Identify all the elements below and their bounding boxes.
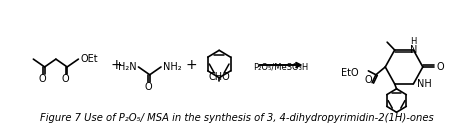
Text: OEt: OEt [80,54,98,64]
Text: O: O [62,74,69,84]
Text: +: + [110,58,122,72]
Text: +: + [185,58,197,72]
Text: EtO: EtO [341,68,359,78]
Text: O: O [437,62,445,72]
Text: O: O [144,82,152,91]
Text: H: H [410,37,417,46]
Text: NH₂: NH₂ [163,62,182,72]
Text: Figure 7 Use of P₂O₅/ MSA in the synthesis of 3, 4-dihydropyrimidin-2(1H)-ones: Figure 7 Use of P₂O₅/ MSA in the synthes… [40,113,434,123]
Text: NH: NH [417,79,432,89]
Text: O: O [365,75,372,85]
Text: P₂O₅/MeSO₃H: P₂O₅/MeSO₃H [254,63,309,72]
Text: N: N [410,45,417,55]
Text: H₂N: H₂N [118,62,137,72]
Text: O: O [39,74,46,84]
Text: CHO: CHO [208,72,230,82]
